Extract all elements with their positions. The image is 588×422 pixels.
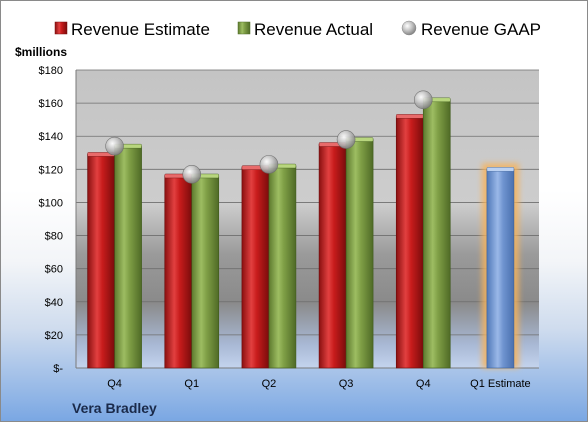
y-tick-label: $40	[45, 297, 63, 309]
legend-label-gaap: Revenue GAAP	[421, 20, 541, 39]
legend-label-actual: Revenue Actual	[254, 20, 373, 39]
y-tick-label: $180	[39, 65, 63, 77]
bar-revenue-estimate	[241, 167, 270, 369]
bar-revenue-actual	[191, 175, 220, 369]
legend-swatch-gaap	[401, 20, 417, 36]
bar-revenue-actual	[114, 145, 142, 369]
y-tick-label: $80	[45, 231, 63, 243]
bar-revenue-forecast	[486, 169, 515, 369]
plot-area	[76, 70, 539, 368]
gridlines	[75, 69, 539, 369]
y-tick-label: $100	[39, 197, 63, 209]
gaap-marker	[105, 136, 124, 156]
bar-revenue-actual	[345, 139, 374, 369]
x-tick-label: Q1	[184, 378, 199, 390]
y-tick-label: $120	[39, 164, 63, 176]
x-tick-label: Q1 Estimate	[470, 378, 531, 390]
gaap-markers	[105, 90, 433, 184]
y-tick-labels: $- $20 $40 $60 $80 $100 $120 $140 $160 $180	[39, 65, 64, 375]
bar-revenue-estimate	[395, 116, 424, 369]
y-tick-label: $20	[45, 330, 63, 342]
bar-revenue-estimate	[318, 144, 347, 369]
x-tick-label: Q2	[262, 378, 277, 390]
legend: Revenue Estimate Revenue Actual Revenue …	[54, 20, 541, 39]
bar-cap-revenue-forecast	[486, 167, 515, 172]
company-name: Vera Bradley	[72, 400, 157, 416]
y-tick-label: $160	[39, 98, 63, 110]
x-tick-label: Q3	[339, 378, 354, 390]
bar-revenue-actual	[268, 165, 297, 369]
y-tick-label: $60	[45, 264, 63, 276]
y-unit-label: $millions	[15, 45, 67, 59]
gaap-marker	[336, 130, 356, 149]
bar-revenue-estimate	[87, 154, 115, 369]
x-tick-label: Q4	[416, 378, 431, 390]
gaap-marker	[182, 165, 202, 184]
bars	[87, 97, 519, 369]
y-tick-label: $140	[39, 131, 63, 143]
gaap-marker	[259, 155, 279, 174]
gaap-marker	[413, 90, 433, 110]
bar-revenue-actual	[422, 99, 451, 369]
bar-revenue-estimate	[164, 175, 193, 369]
legend-label-estimate: Revenue Estimate	[71, 20, 210, 39]
y-tick-label: $-	[53, 363, 63, 375]
x-tick-labels: Q4 Q1 Q2 Q3 Q4 Q1 Estimate	[107, 378, 530, 390]
legend-swatch-estimate	[54, 21, 68, 35]
x-tick-label: Q4	[107, 378, 122, 390]
bar-cap-revenue-estimate	[396, 114, 424, 119]
legend-swatch-actual	[237, 21, 251, 35]
